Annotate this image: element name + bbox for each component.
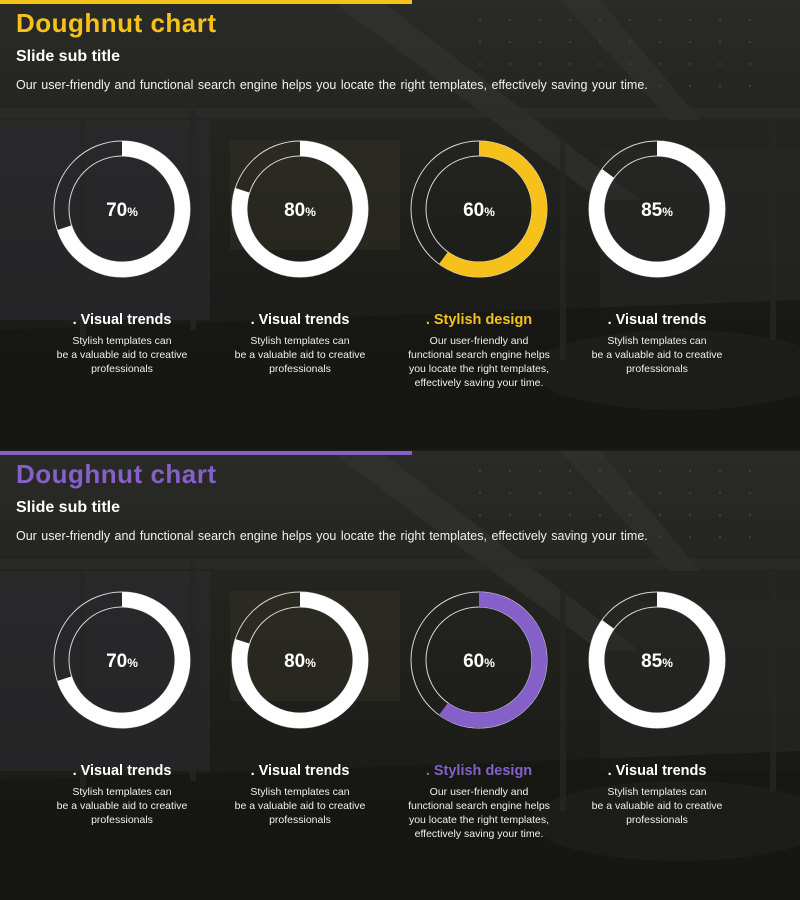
caption-line: professionals (91, 814, 153, 826)
doughnut-value-label: 60% (463, 200, 495, 221)
doughnut-value-label: 85% (641, 651, 673, 672)
doughnut-charts: 70% 80% 60% 85% (53, 591, 726, 729)
caption-heading: . Visual trends (250, 763, 350, 779)
doughnut-value-label: 70% (106, 651, 138, 672)
caption-line: professionals (269, 363, 331, 375)
caption-1: . Visual trends Stylish templates can be a… (37, 763, 207, 827)
slide-title: Doughnut chart (16, 459, 217, 489)
slide-title: Doughnut chart (16, 8, 217, 38)
caption-line: professionals (626, 814, 688, 826)
accent-bar (0, 451, 412, 455)
caption-line: be a valuable aid to creative (56, 800, 188, 812)
caption-2: . Visual trends Stylish templates can be a… (215, 763, 385, 827)
caption-body: Stylish templates can be a valuable aid t… (37, 334, 207, 376)
doughnut-4: 85% (588, 140, 726, 278)
caption-line: you locate the right templates, (408, 363, 550, 375)
caption-line: professionals (91, 363, 153, 375)
caption-body: Our user-friendly and functional search e… (394, 334, 564, 390)
slide-subtitle: Slide sub title (16, 48, 121, 65)
caption-line: Stylish templates can (607, 786, 707, 798)
caption-line: functional search engine helps (408, 349, 550, 361)
slide-2: Doughnut chart Slide sub title Our user-fr… (0, 451, 800, 900)
caption-line: Stylish templates can (250, 335, 350, 347)
caption-line: be a valuable aid to creative (56, 349, 188, 361)
caption-line: effectively saving your time. (414, 828, 544, 840)
caption-heading: . Visual trends (607, 312, 707, 328)
doughnut-value-label: 85% (641, 200, 673, 221)
caption-4: . Visual trends Stylish templates can be a… (572, 763, 742, 827)
caption-heading: . Stylish design (425, 763, 533, 779)
caption-line: be a valuable aid to creative (591, 800, 723, 812)
doughnut-1: 70% (53, 591, 191, 729)
caption-line: Our user-friendly and (429, 786, 529, 798)
doughnut-value-label: 60% (463, 651, 495, 672)
slide-description: Our user-friendly and functional search … (16, 78, 648, 92)
caption-2: . Visual trends Stylish templates can be a… (215, 312, 385, 376)
doughnut-value-label: 80% (284, 200, 316, 221)
caption-line: functional search engine helps (408, 800, 550, 812)
caption-4: . Visual trends Stylish templates can be a… (572, 312, 742, 376)
caption-body: Our user-friendly and functional search e… (394, 785, 564, 841)
caption-line: you locate the right templates, (408, 814, 550, 826)
caption-heading: . Visual trends (250, 312, 350, 328)
doughnut-2: 80% (231, 591, 369, 729)
doughnut-value-arc (439, 141, 548, 277)
caption-line: Stylish templates can (250, 786, 350, 798)
caption-heading: . Visual trends (607, 763, 707, 779)
doughnut-1: 70% (53, 140, 191, 278)
doughnut-value-arc (439, 592, 548, 728)
caption-body: Stylish templates can be a valuable aid t… (37, 785, 207, 827)
caption-1: . Visual trends Stylish templates can be a… (37, 312, 207, 376)
doughnut-4: 85% (588, 591, 726, 729)
caption-line: Stylish templates can (72, 786, 172, 798)
caption-line: Stylish templates can (607, 335, 707, 347)
doughnut-charts: 70% 80% 60% 85% (53, 140, 726, 278)
caption-heading: . Visual trends (72, 312, 172, 328)
slide-description: Our user-friendly and functional search … (16, 529, 648, 543)
caption-line: effectively saving your time. (414, 377, 544, 389)
doughnut-value-label: 70% (106, 200, 138, 221)
slide-subtitle: Slide sub title (16, 499, 121, 516)
caption-body: Stylish templates can be a valuable aid t… (215, 334, 385, 376)
caption-heading: . Visual trends (72, 763, 172, 779)
caption-heading: . Stylish design (425, 312, 533, 328)
caption-line: be a valuable aid to creative (591, 349, 723, 361)
doughnut-2: 80% (231, 140, 369, 278)
caption-3: . Stylish design Our user-friendly and fun… (394, 763, 564, 841)
caption-line: be a valuable aid to creative (234, 349, 366, 361)
caption-body: Stylish templates can be a valuable aid t… (572, 785, 742, 827)
caption-body: Stylish templates can be a valuable aid t… (572, 334, 742, 376)
caption-line: professionals (626, 363, 688, 375)
caption-line: Stylish templates can (72, 335, 172, 347)
caption-line: professionals (269, 814, 331, 826)
accent-bar (0, 0, 412, 4)
caption-3: . Stylish design Our user-friendly and fun… (394, 312, 564, 390)
slide-1: Doughnut chart Slide sub title Our user-fr… (0, 0, 800, 449)
caption-line: be a valuable aid to creative (234, 800, 366, 812)
caption-line: Our user-friendly and (429, 335, 529, 347)
doughnut-3: 60% (410, 140, 548, 278)
doughnut-value-label: 80% (284, 651, 316, 672)
caption-body: Stylish templates can be a valuable aid t… (215, 785, 385, 827)
doughnut-3: 60% (410, 591, 548, 729)
